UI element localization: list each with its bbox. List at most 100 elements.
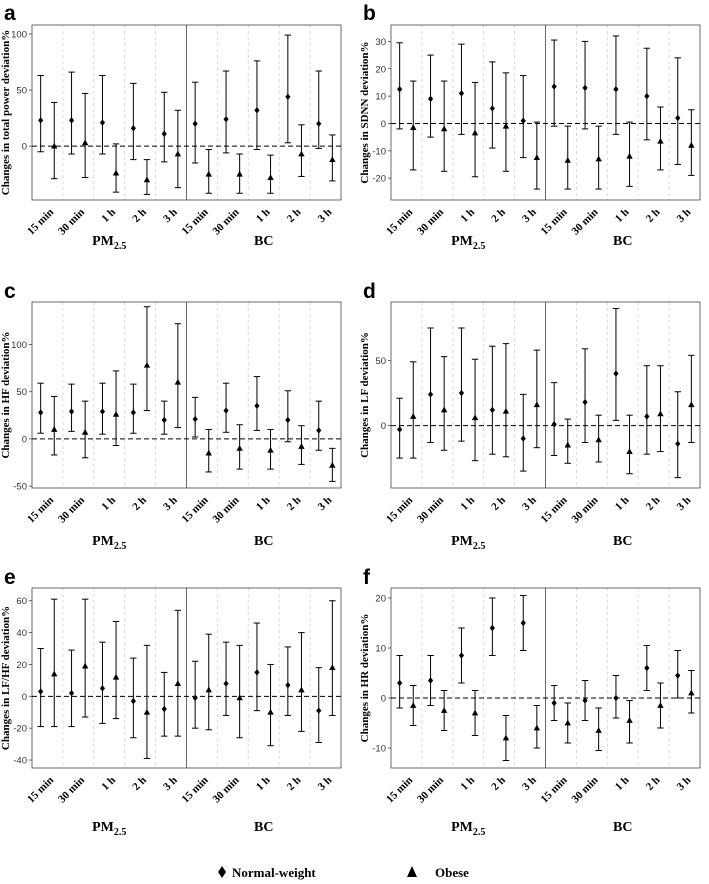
obese-point — [112, 410, 120, 417]
x-tick-label: 3 h — [520, 206, 539, 225]
x-tick-label: 15 min — [180, 774, 211, 805]
group-label-main: PM — [92, 234, 114, 249]
obese-point — [51, 142, 58, 149]
x-tick-label: 3 h — [161, 206, 180, 225]
obese-point — [81, 428, 89, 435]
normal-weight-point — [520, 435, 526, 442]
group-label: BC — [613, 234, 632, 249]
obese-point — [298, 686, 305, 693]
y-tick-label: 0 — [22, 142, 27, 153]
normal-weight-point — [38, 117, 44, 124]
x-tick-label: 30 min — [56, 774, 87, 805]
y-axis-label: Changes in HF deviation% — [0, 331, 12, 458]
x-tick-label: 30 min — [56, 206, 87, 237]
normal-weight-point — [458, 389, 465, 397]
normal-weight-point — [161, 416, 167, 424]
normal-weight-point — [427, 95, 434, 103]
obese-point — [143, 361, 151, 368]
group-label-main: PM — [451, 234, 473, 249]
y-tick-label: -20 — [372, 174, 386, 185]
y-tick-label: 10 — [375, 644, 386, 655]
y-tick-label: 40 — [16, 628, 27, 639]
legend: Normal-weight Obese — [218, 865, 469, 880]
y-tick-label: -10 — [372, 744, 386, 755]
normal-weight-point — [644, 92, 650, 100]
y-axis-label: Changes in HR deviation% — [359, 614, 371, 743]
group-label-subscript: 2.5 — [114, 827, 127, 838]
group-label-subscript: 2.5 — [473, 541, 486, 552]
group-label: PM2.5 — [451, 820, 485, 838]
obese-point — [502, 407, 510, 414]
normal-weight-point — [582, 697, 588, 704]
obese-point — [205, 170, 212, 177]
y-tick-label: 100 — [11, 29, 27, 40]
group-label: BC — [613, 820, 632, 835]
obese-point — [657, 410, 664, 417]
triangle-icon — [407, 866, 417, 877]
obese-point — [533, 154, 541, 161]
panel-letter: d — [363, 280, 376, 303]
x-tick-label: 30 min — [415, 494, 446, 525]
normal-weight-point — [675, 672, 681, 679]
x-tick-label: 15 min — [25, 494, 56, 525]
x-tick-label: 2 h — [285, 774, 304, 793]
x-tick-label: 30 min — [569, 494, 600, 525]
legend-label-normal-weight: Normal-weight — [232, 865, 316, 880]
normal-weight-point — [675, 440, 681, 447]
obese-point — [626, 448, 633, 454]
x-tick-label: 3 h — [520, 774, 539, 793]
x-tick-label: 3 h — [675, 774, 694, 793]
obese-point — [267, 446, 274, 453]
normal-weight-point — [551, 699, 557, 707]
y-tick-label: 100 — [11, 340, 27, 351]
obese-point — [626, 717, 633, 723]
group-label: PM2.5 — [451, 234, 485, 252]
y-tick-label: 0 — [381, 421, 386, 432]
obese-point — [236, 444, 243, 451]
obese-point — [329, 461, 336, 468]
x-tick-label: 30 min — [569, 206, 600, 237]
x-tick-label: 3 h — [316, 774, 335, 793]
y-tick-label: -10 — [372, 146, 386, 157]
y-tick-label: 50 — [375, 356, 386, 367]
normal-weight-point — [68, 689, 75, 697]
x-tick-label: 1 h — [254, 774, 273, 793]
obese-point — [410, 413, 417, 419]
group-label: PM2.5 — [92, 234, 126, 252]
normal-weight-point — [675, 114, 681, 122]
x-tick-label: 2 h — [489, 206, 508, 225]
normal-weight-point — [38, 409, 44, 416]
panel-letter: a — [4, 2, 16, 25]
panel-letter: f — [363, 566, 371, 589]
normal-weight-point — [316, 707, 322, 714]
normal-weight-point — [489, 624, 495, 632]
obese-point — [626, 152, 633, 159]
obese-point — [471, 709, 479, 716]
y-tick-label: -40 — [13, 756, 27, 767]
group-label: PM2.5 — [92, 820, 126, 838]
obese-point — [298, 443, 305, 449]
normal-weight-point — [644, 413, 650, 420]
obese-point — [112, 169, 120, 176]
normal-weight-point — [397, 679, 403, 687]
obese-point — [657, 702, 664, 708]
obese-point — [174, 378, 182, 385]
obese-point — [471, 414, 479, 421]
x-tick-label: 30 min — [569, 774, 600, 805]
obese-point — [410, 124, 417, 130]
diamond-icon — [218, 866, 226, 878]
normal-weight-point — [99, 119, 106, 126]
chart-panel-b: b -20 -10 0 10 20 30 Changes in SDNN deviation%… — [359, 2, 701, 252]
normal-weight-point — [582, 84, 588, 92]
y-tick-label: 60 — [16, 596, 27, 607]
normal-weight-point — [613, 694, 619, 702]
obese-point — [595, 436, 602, 443]
x-tick-label: 2 h — [285, 494, 304, 513]
normal-weight-point — [316, 120, 322, 127]
x-tick-label: 2 h — [130, 774, 149, 793]
x-tick-label: 30 min — [210, 774, 241, 805]
x-tick-label: 15 min — [25, 206, 56, 237]
x-tick-label: 2 h — [489, 494, 508, 513]
